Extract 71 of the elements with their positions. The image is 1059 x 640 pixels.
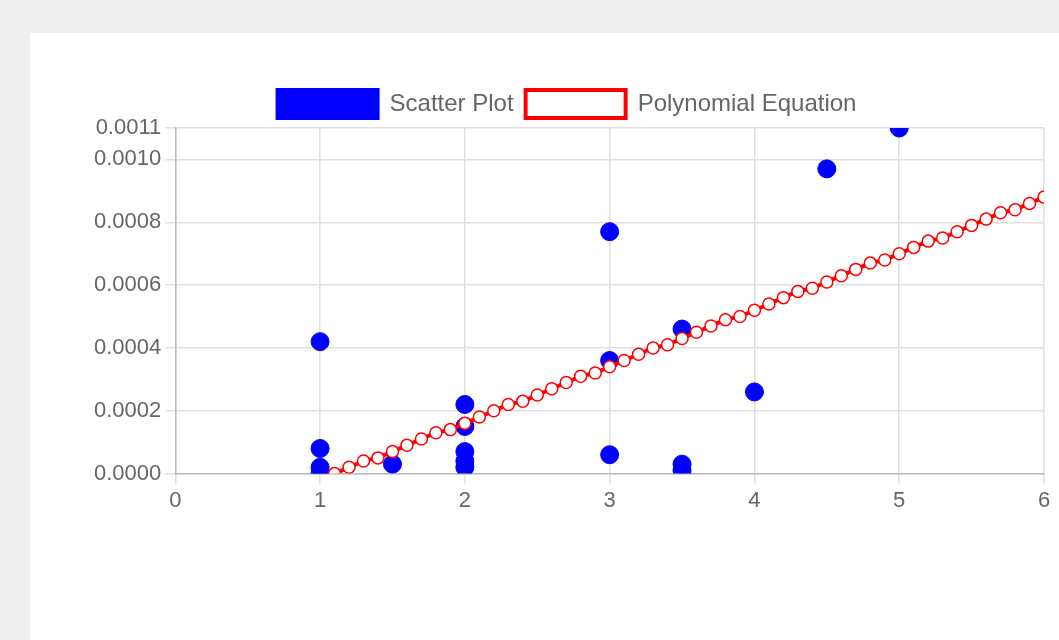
point [602, 360, 617, 374]
point [718, 312, 733, 327]
y-tick-label: 0.0000 [93, 459, 162, 485]
point [455, 394, 475, 414]
point [385, 444, 400, 459]
point [1008, 202, 1022, 217]
point [600, 222, 620, 242]
point [501, 397, 516, 412]
y-tick-label: 0.0008 [93, 208, 162, 234]
y-tick-label: 0.0004 [93, 333, 162, 359]
point [342, 460, 356, 474]
point [472, 410, 487, 424]
x-tick-label: 6 [1037, 486, 1051, 512]
point [935, 231, 950, 245]
point [487, 404, 501, 418]
x-tick-label: 2 [458, 486, 471, 512]
x-tick-label: 4 [748, 486, 761, 512]
point [617, 353, 631, 368]
point [559, 375, 573, 390]
point [704, 319, 718, 333]
point [993, 206, 1008, 220]
point [660, 338, 675, 352]
point [310, 332, 330, 352]
point [530, 388, 544, 402]
point [675, 331, 689, 346]
point [689, 325, 704, 339]
x-tick-label: 3 [603, 486, 616, 512]
point [1022, 196, 1037, 211]
point [382, 454, 402, 474]
point [588, 366, 602, 380]
x-tick-label: 0 [169, 486, 182, 512]
x-tick-label: 5 [893, 486, 906, 512]
point [600, 445, 620, 465]
point [573, 369, 588, 383]
point [817, 159, 837, 179]
y-tick-label: 0.0010 [93, 145, 162, 171]
legend-label: Scatter Plot [389, 88, 514, 116]
point [400, 438, 414, 453]
point [762, 297, 776, 311]
point [356, 454, 371, 468]
point [544, 382, 559, 396]
point [791, 284, 805, 299]
point [805, 281, 820, 295]
x-tick-label: 1 [313, 486, 327, 512]
point [747, 303, 762, 317]
point [733, 309, 747, 324]
point [646, 341, 660, 355]
point [834, 268, 849, 283]
point [631, 347, 646, 361]
y-tick-label: 0.0011 [95, 114, 162, 140]
point [776, 290, 791, 305]
point [443, 422, 458, 437]
point [950, 224, 964, 239]
legend-label: Polynomial Equation [637, 88, 857, 116]
point [877, 253, 892, 267]
point [979, 212, 993, 226]
point [744, 382, 764, 402]
point [964, 218, 979, 233]
y-tick-label: 0.0002 [93, 396, 162, 422]
point [414, 432, 429, 446]
point [921, 234, 935, 248]
point [863, 256, 878, 270]
point [849, 262, 863, 277]
point [429, 426, 443, 440]
point [892, 246, 906, 261]
point [906, 240, 921, 255]
point [516, 394, 530, 409]
point [820, 275, 834, 289]
y-tick-label: 0.0006 [93, 271, 162, 297]
point [310, 438, 330, 458]
point [371, 451, 385, 465]
